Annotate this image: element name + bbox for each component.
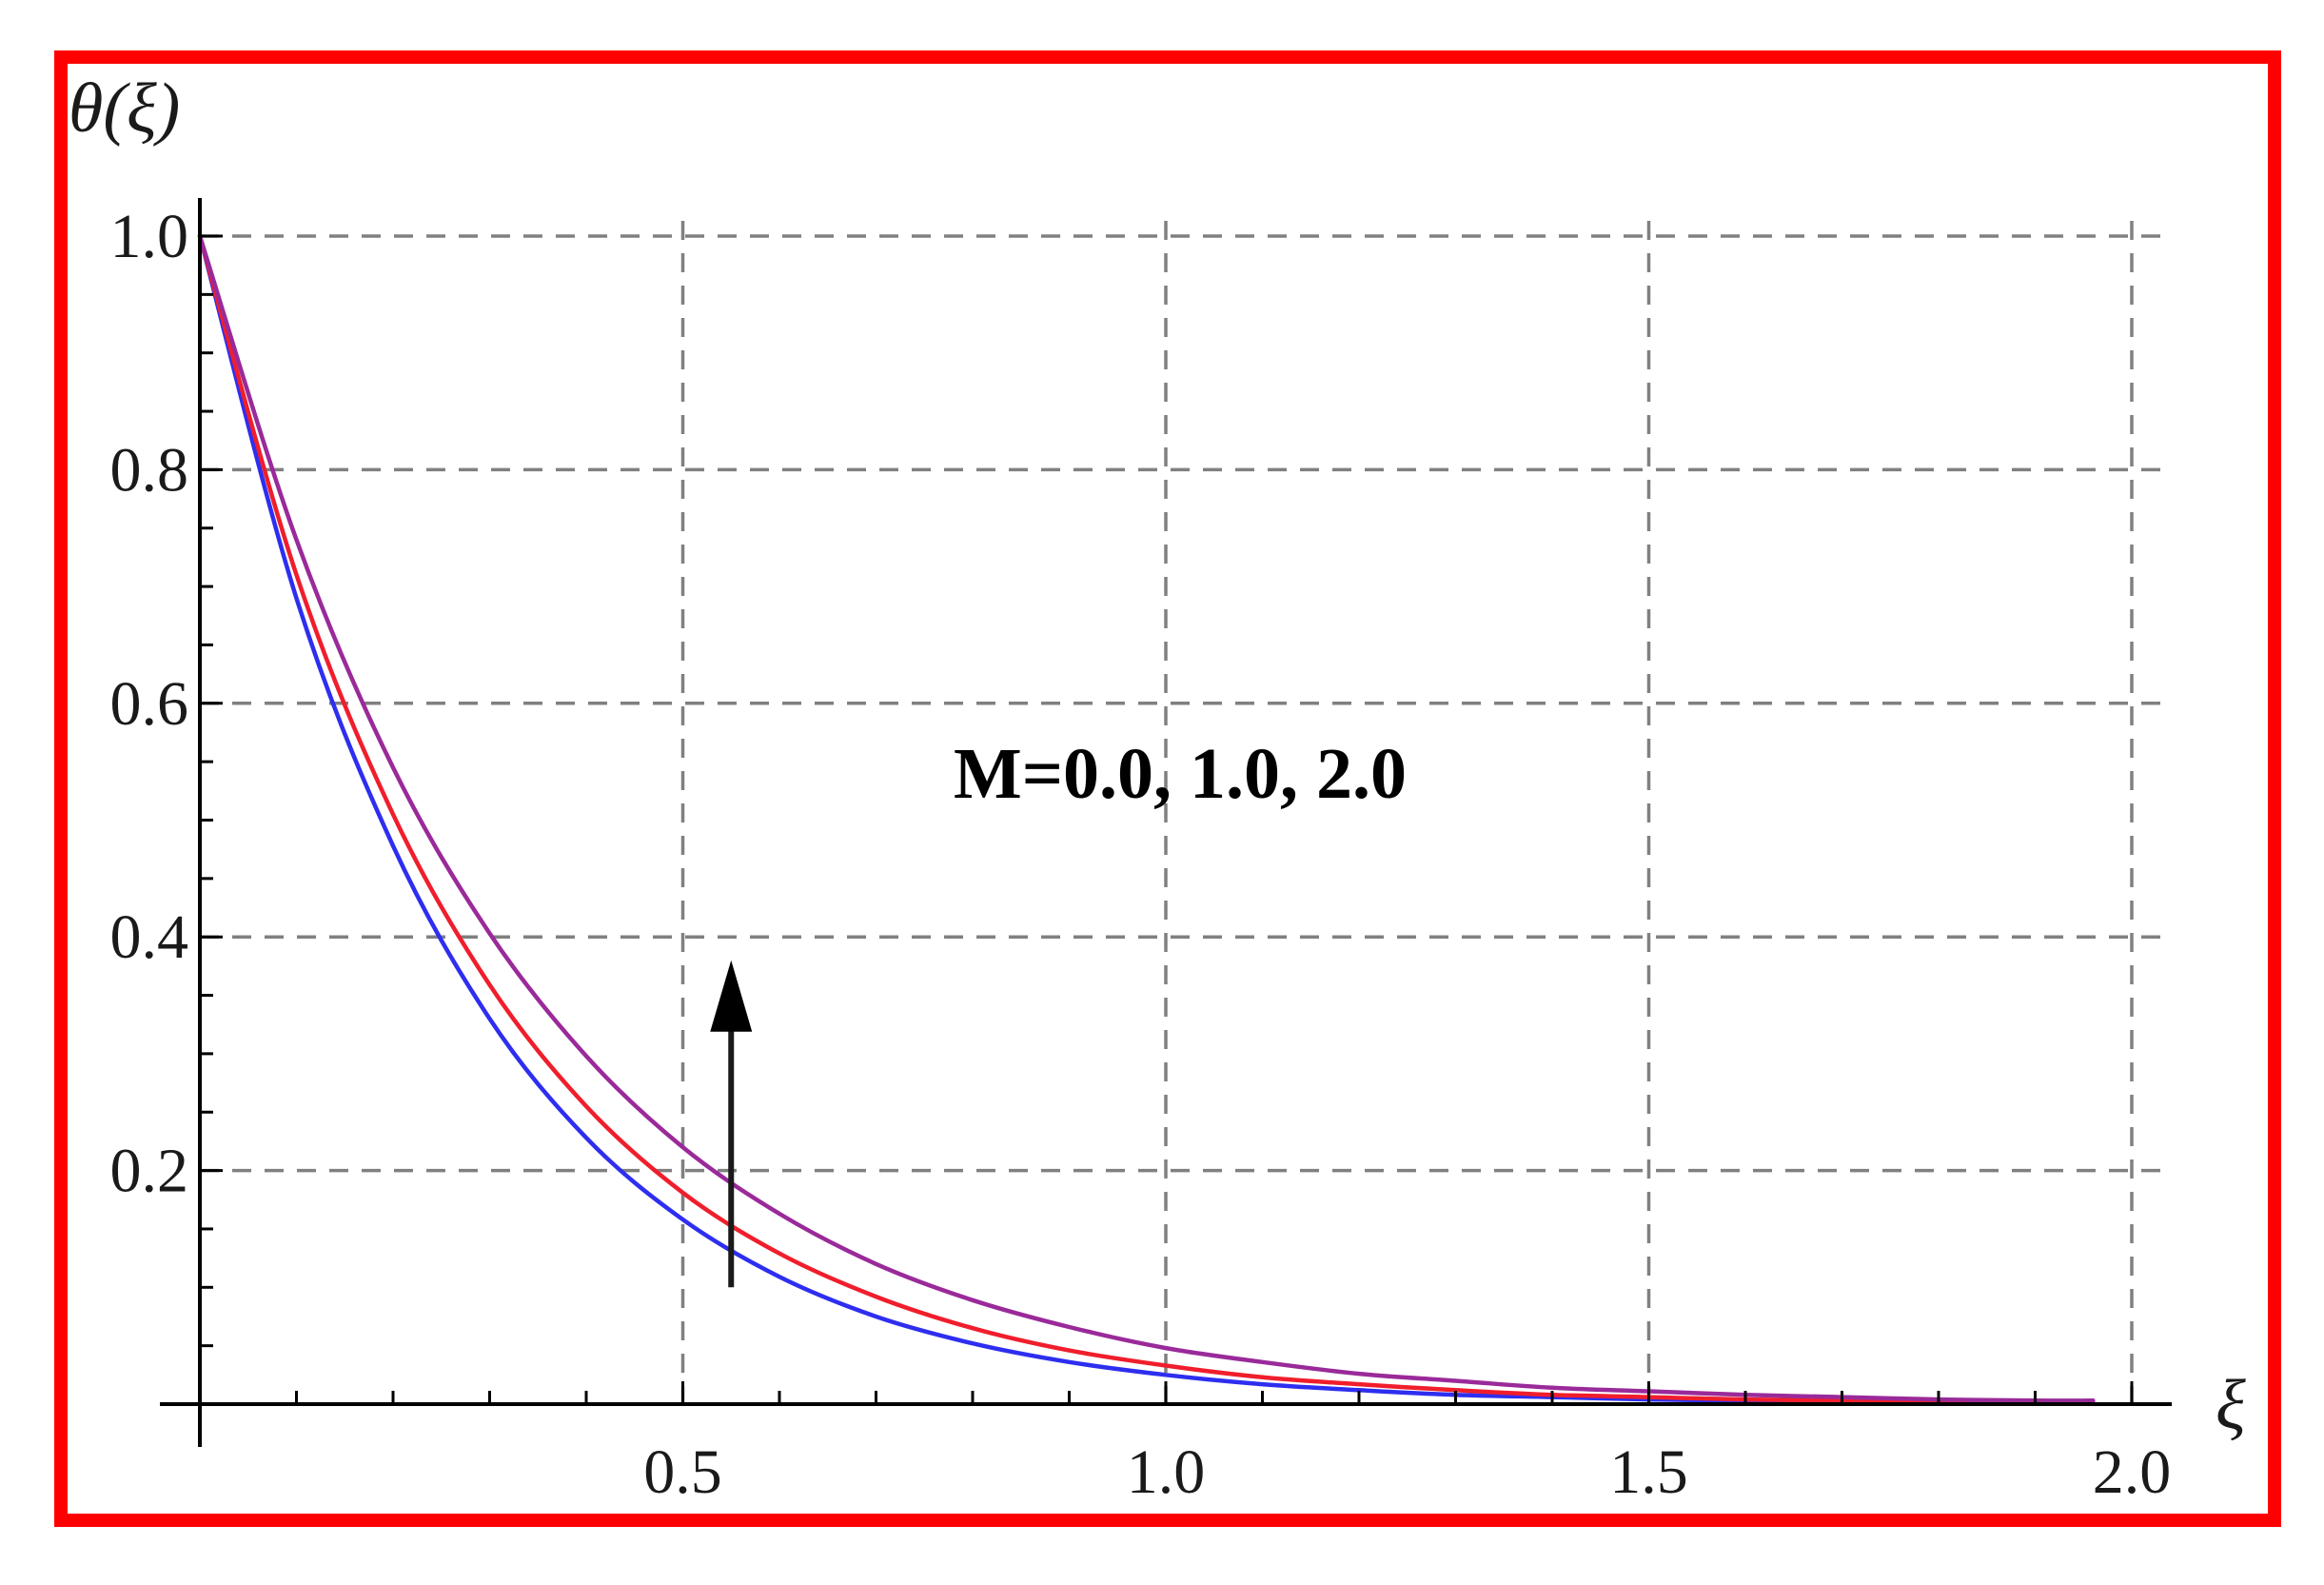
tick-labels: 0.5 1.0 1.5 2.0 0.2 0.4 0.6 0.8 1.0 <box>110 202 2172 1507</box>
annotation-arrow-head <box>710 960 753 1032</box>
y-axis-label: θ(ξ) <box>69 69 180 148</box>
y-tick-label: 0.4 <box>110 902 189 972</box>
chart-border <box>54 50 2281 1527</box>
y-tick-label: 0.2 <box>110 1137 189 1206</box>
grid-lines <box>200 221 2172 1404</box>
x-tick-label: 2.0 <box>2093 1437 2172 1507</box>
series-lines <box>197 233 2096 1406</box>
x-tick-label: 1.5 <box>1609 1437 1688 1507</box>
x-tick-label: 1.0 <box>1127 1437 1206 1507</box>
y-tick-label: 0.6 <box>110 669 189 739</box>
series-line-2 <box>197 233 2096 1406</box>
annotation: M=0.0, 1.0, 2.0 <box>710 734 1407 1288</box>
y-tick-label: 1.0 <box>110 202 189 271</box>
x-axis-label: ξ <box>2216 1366 2246 1444</box>
axes <box>160 198 2172 1447</box>
annotation-label: M=0.0, 1.0, 2.0 <box>954 734 1407 814</box>
series-line-3 <box>197 233 2096 1403</box>
y-tick-label: 0.8 <box>110 435 189 505</box>
x-tick-label: 0.5 <box>643 1437 722 1507</box>
